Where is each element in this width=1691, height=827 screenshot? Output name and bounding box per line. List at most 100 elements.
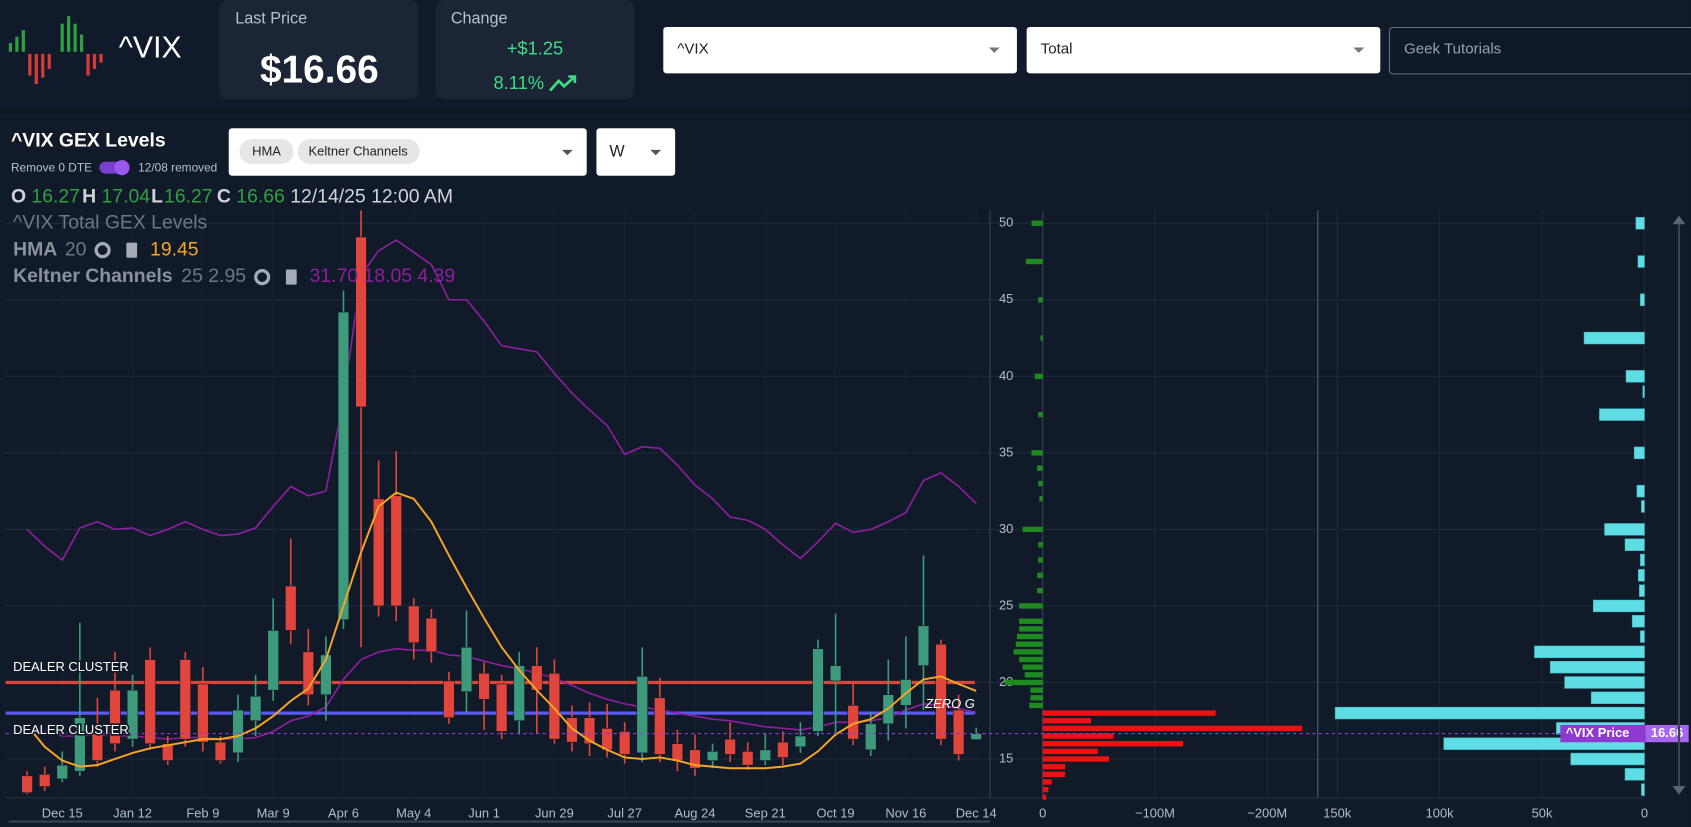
- gex-bar: [1016, 633, 1043, 640]
- candle-body: [74, 717, 86, 772]
- oi-bar: [1640, 630, 1645, 643]
- oi-bar: [1592, 599, 1645, 613]
- level-label: DEALER CLUSTER: [13, 659, 129, 674]
- candle-body: [91, 728, 104, 761]
- x-tick-label: Aug 24: [674, 805, 715, 820]
- oi-bar: [1599, 408, 1645, 421]
- oi-bar: [1604, 523, 1645, 536]
- gex-bar: [1042, 779, 1052, 785]
- interval-value: W: [609, 142, 625, 160]
- gex-bar: [1013, 649, 1043, 655]
- ohlc-key: O: [11, 185, 26, 207]
- settings-icon[interactable]: [94, 242, 111, 259]
- y-tick-label: 30: [999, 521, 1013, 536]
- candle-body: [601, 728, 613, 751]
- candle-body: [109, 689, 121, 744]
- price-tag-value: 16.66: [1651, 725, 1683, 740]
- oi-bar: [1631, 615, 1645, 628]
- legend-keltner-params: 25 2.95: [181, 265, 246, 287]
- candle-body: [320, 654, 332, 695]
- gex-bar: [1042, 741, 1184, 747]
- legend-hma-value: 19.45: [150, 238, 199, 260]
- chip[interactable]: [239, 139, 294, 164]
- candle-body: [759, 749, 771, 761]
- y-tick-label: 45: [999, 291, 1013, 306]
- candle-body: [337, 311, 350, 620]
- keltner-upper: [26, 239, 977, 562]
- symbol-select[interactable]: [663, 26, 1017, 74]
- y-tick-label: 15: [999, 750, 1013, 765]
- settings-icon[interactable]: [254, 269, 271, 286]
- candle-body: [372, 498, 385, 607]
- side-panels: 15 20 25 30 35 40 45 50 0 −100M −200M 150k 100k 50k 0 ^…: [5, 215, 1689, 820]
- oi-bar: [1638, 569, 1645, 582]
- ohlc-date: 12/14/25 12:00 AM: [290, 185, 453, 207]
- gex-bar: [1040, 335, 1043, 341]
- channel-select[interactable]: [1388, 26, 1691, 75]
- gex-bar: [1019, 618, 1043, 624]
- gex-bar: [1031, 220, 1043, 226]
- toggle-knob: [114, 160, 130, 176]
- oi-bar: [1636, 484, 1645, 498]
- candle-body: [267, 630, 279, 691]
- chip[interactable]: [297, 139, 420, 164]
- oi-bar: [1641, 500, 1645, 513]
- candle-body: [829, 665, 842, 682]
- gex-bar: [1037, 572, 1043, 579]
- gex-bar: [1019, 603, 1043, 609]
- logo: [8, 16, 103, 85]
- candle-body: [935, 643, 947, 740]
- candle-body: [285, 585, 297, 631]
- delete-icon[interactable]: [285, 269, 297, 285]
- y-tick-label: 35: [999, 444, 1013, 459]
- candle-body: [408, 605, 420, 643]
- candle-body: [232, 709, 244, 754]
- oi-tick-label: 0: [1641, 805, 1648, 820]
- level-label: DEALER CLUSTER: [13, 722, 129, 737]
- gex-bar: [1042, 718, 1092, 724]
- oi-bar: [1642, 385, 1645, 398]
- candle-body: [742, 751, 754, 766]
- oi-tick-label: 150k: [1323, 805, 1352, 820]
- oi-bar: [1624, 768, 1645, 781]
- candle-body: [21, 775, 33, 793]
- x-tick-label: May 4: [396, 805, 431, 820]
- price-plot: [5, 210, 982, 795]
- level-note: ZERO G: [924, 696, 975, 711]
- candle-body: [671, 743, 684, 761]
- chip-label: Keltner Channels: [309, 143, 408, 158]
- x-tick-label: Jul 27: [607, 805, 641, 820]
- candle-body: [249, 695, 262, 722]
- gex-bar: [1015, 641, 1043, 647]
- chevron: [650, 149, 662, 156]
- y-tick-label: 40: [999, 368, 1013, 383]
- ohlc-value: 16.27: [164, 185, 213, 207]
- candle-body: [777, 741, 789, 758]
- interval-select[interactable]: [596, 128, 676, 176]
- gex-bar: [1038, 542, 1043, 548]
- x-tick-label: Dec 14: [956, 805, 997, 820]
- x-tick-label: Nov 16: [885, 805, 926, 820]
- gex-bar: [1030, 687, 1043, 693]
- candle-body: [566, 717, 578, 743]
- oi-tick-label: 100k: [1426, 805, 1455, 820]
- last-price-label: Last Price: [235, 10, 307, 28]
- candle-body: [952, 709, 965, 755]
- gex-bar: [1030, 695, 1043, 701]
- oi-bar: [1641, 783, 1645, 796]
- delete-icon[interactable]: [126, 242, 138, 258]
- candle-body: [443, 680, 455, 718]
- candle-body: [495, 683, 508, 732]
- legend-keltner-values: 31.70 18.05 4.39: [310, 265, 456, 287]
- candle-body: [144, 659, 156, 744]
- candle-body: [619, 731, 631, 755]
- mode-select[interactable]: [1026, 26, 1381, 74]
- gex-bar: [1038, 557, 1043, 563]
- chip-label: HMA: [252, 143, 281, 158]
- gex-bar: [1038, 411, 1043, 418]
- ohlc-key: H: [82, 185, 96, 207]
- candle-body: [724, 738, 736, 755]
- oi-bar: [1640, 553, 1645, 567]
- gex-bar: [1042, 725, 1303, 732]
- oi-tick-label: 50k: [1532, 805, 1553, 820]
